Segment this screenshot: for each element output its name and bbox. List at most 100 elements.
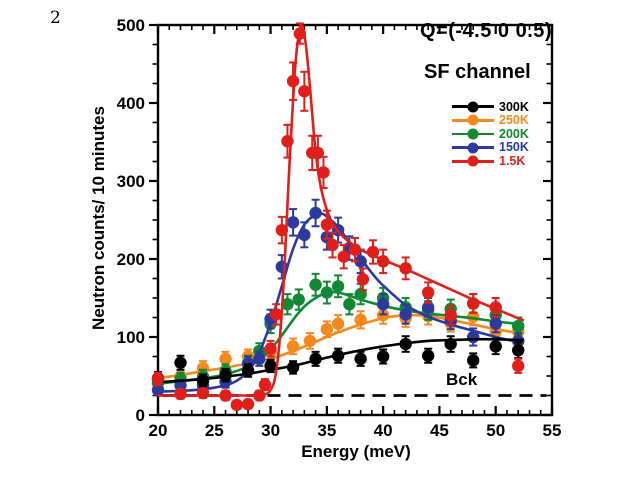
data-point — [196, 362, 210, 375]
data-point — [320, 218, 334, 231]
data-point — [376, 350, 390, 363]
y-tick-label: 500 — [117, 16, 145, 35]
data-point — [343, 298, 356, 311]
data-point — [317, 166, 330, 179]
data-point — [489, 340, 502, 353]
data-point — [241, 397, 255, 411]
x-tick-label: 55 — [543, 421, 562, 440]
data-point — [467, 297, 480, 310]
data-point — [174, 387, 187, 401]
data-point — [309, 352, 322, 366]
data-point — [326, 238, 339, 252]
data-point — [467, 354, 480, 367]
y-tick-label: 0 — [136, 406, 145, 425]
data-point — [376, 255, 390, 268]
data-point — [253, 389, 266, 402]
data-point — [298, 228, 311, 242]
data-point — [281, 298, 294, 311]
legend-line — [452, 101, 494, 113]
data-point — [286, 74, 300, 88]
legend-label: 150K — [499, 140, 529, 155]
data-point — [241, 364, 255, 377]
data-point — [303, 334, 317, 348]
legend-line — [452, 142, 494, 154]
legend-item: 150K — [452, 141, 529, 155]
data-point — [264, 342, 277, 355]
data-point — [348, 243, 362, 256]
data-point — [421, 301, 435, 314]
fit-curve — [157, 337, 524, 384]
series-1.5K — [151, 22, 525, 412]
data-point — [376, 298, 390, 311]
page-number: 2 — [50, 8, 61, 28]
x-tick-label: 20 — [149, 421, 168, 440]
background-label: Bck — [446, 370, 478, 389]
legend-label: 250K — [499, 113, 529, 128]
y-tick-label: 200 — [117, 250, 145, 269]
data-point — [354, 352, 367, 366]
data-point — [444, 308, 457, 322]
data-point — [281, 135, 294, 148]
data-point — [399, 308, 412, 321]
data-point — [270, 308, 283, 321]
legend-label: 1.5K — [499, 153, 526, 168]
x-tick-label: 30 — [261, 421, 280, 440]
legend-marker — [467, 142, 479, 154]
data-point — [512, 344, 525, 357]
data-point — [512, 319, 525, 333]
legend: 300K 250K 200K 150K 1.5K — [452, 100, 529, 168]
x-tick-label: 40 — [374, 421, 393, 440]
data-point — [356, 273, 370, 286]
legend-marker — [467, 114, 479, 126]
x-tick-label: 45 — [430, 421, 449, 440]
data-point — [286, 340, 300, 353]
legend-marker — [467, 101, 479, 113]
data-point — [258, 378, 272, 391]
data-point — [286, 216, 300, 229]
y-tick-label: 300 — [117, 172, 145, 191]
legend-item: 200K — [452, 127, 529, 141]
legend-line — [452, 114, 494, 126]
legend-line — [452, 155, 494, 167]
data-point — [219, 389, 232, 402]
data-point — [230, 398, 243, 412]
legend-item: 250K — [452, 114, 529, 128]
data-point — [467, 330, 480, 344]
data-point — [275, 223, 289, 237]
data-point — [354, 313, 367, 327]
x-tick-label: 25 — [205, 421, 224, 440]
sf-channel-label: SF channel — [424, 61, 531, 83]
data-point — [331, 349, 345, 362]
x-tick-label: 35 — [317, 421, 336, 440]
legend-label: 300K — [499, 99, 529, 114]
data-point — [309, 206, 322, 220]
data-point — [337, 250, 350, 263]
y-tick-label: 400 — [117, 94, 145, 113]
data-point — [293, 27, 307, 40]
data-point — [399, 337, 412, 351]
data-point — [151, 383, 165, 397]
legend-item: 300K — [452, 100, 529, 114]
data-point — [264, 359, 277, 373]
data-point — [354, 255, 367, 268]
x-axis-title: Energy (meV) — [301, 442, 411, 461]
data-point — [174, 356, 187, 369]
data-point — [331, 280, 345, 293]
data-point — [219, 369, 232, 382]
data-point — [331, 317, 345, 330]
data-point — [309, 278, 322, 291]
x-tick-label: 50 — [486, 421, 505, 440]
data-point — [151, 372, 165, 386]
legend-label: 200K — [499, 126, 529, 141]
data-point — [298, 85, 311, 98]
legend-marker — [467, 155, 479, 167]
data-point — [320, 323, 334, 336]
data-point — [320, 286, 334, 299]
data-point — [421, 286, 435, 299]
data-point — [292, 293, 305, 306]
data-point — [512, 359, 525, 373]
data-point — [366, 245, 380, 259]
data-point — [196, 374, 210, 387]
data-point — [275, 260, 289, 273]
